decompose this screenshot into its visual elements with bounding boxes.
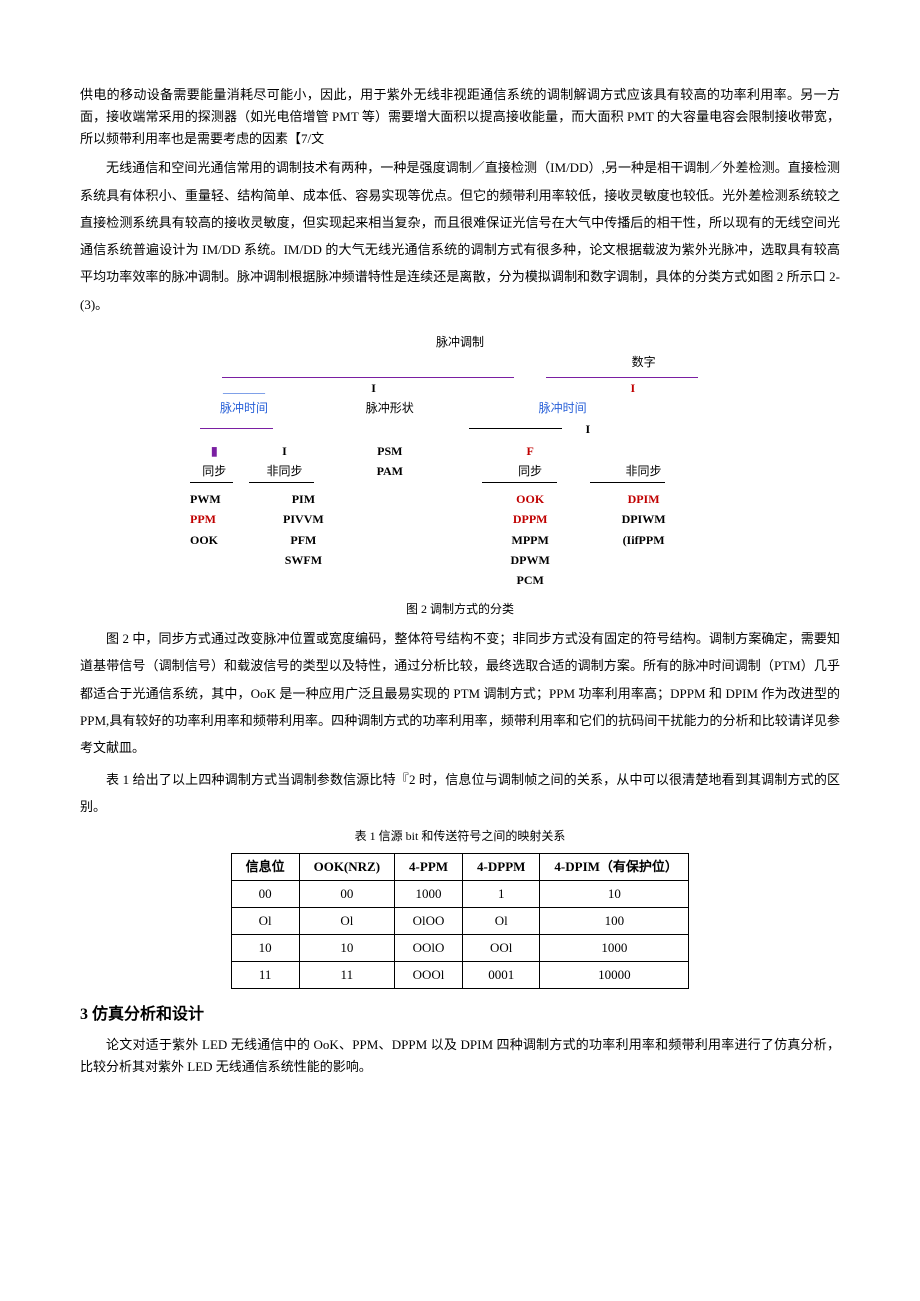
th-1: OOK(NRZ): [299, 853, 394, 880]
table-header-row: 信息位 OOK(NRZ) 4-PPM 4-DPPM 4-DPIM（有保护位）: [231, 853, 689, 880]
table-1-caption: 表 1 信源 bit 和传送符号之间的映射关系: [80, 826, 840, 846]
table-row: OlOlOlOOOl100: [231, 907, 689, 934]
col-right-async: DPIM DPIWM (IifPPM: [579, 489, 709, 550]
psm-label: PSM: [330, 441, 449, 461]
th-2: 4-PPM: [395, 853, 463, 880]
diagram-title: 脉冲调制: [190, 332, 730, 352]
diagram-center-header: 脉冲形状: [298, 398, 482, 418]
paragraph-4: 表 1 给出了以上四种调制方式当调制参数信源比特『2 时，信息位与调制帧之间的关…: [80, 766, 840, 821]
th-4: 4-DPIM（有保护位）: [540, 853, 689, 880]
paragraph-3: 图 2 中，同步方式通过改变脉冲位置或宽度编码，整体符号结构不变；非同步方式没有…: [80, 625, 840, 761]
paragraph-5: 论文对适于紫外 LED 无线通信中的 OoK、PPM、DPPM 以及 DPIM …: [80, 1034, 840, 1078]
table-row: 1010OOlOOOl1000: [231, 934, 689, 961]
th-0: 信息位: [231, 853, 299, 880]
modulation-tree-diagram: 脉冲调制 数字 _______ I I 脉冲时间 脉冲形状 脉冲时间 I ▮ I…: [190, 332, 730, 591]
pam-label: PAM: [330, 461, 449, 481]
col-left-async: PIM PIVVM PFM SWFM: [249, 489, 357, 571]
table-row: 1111OOOl000110000: [231, 961, 689, 988]
col-left-sync: PWM PPM OOK: [190, 489, 249, 550]
diagram-left-header: 脉冲时间: [190, 398, 298, 418]
diagram-right-header: 脉冲时间: [482, 398, 644, 418]
diagram-digital-label: 数字: [557, 352, 730, 372]
async-left: 非同步: [239, 461, 331, 481]
col-right-sync: OOK DPPM MPPM DPWM PCM: [482, 489, 579, 591]
paragraph-2: 无线通信和空间光通信常用的调制技术有两种，一种是强度调制／直接检测（IM/DD）…: [80, 154, 840, 318]
paragraph-1: 供电的移动设备需要能量消耗尽可能小，因此，用于紫外无线非视距通信系统的调制解调方…: [80, 84, 840, 150]
table-row: 00001000110: [231, 880, 689, 907]
sync-right: 同步: [482, 461, 579, 481]
sync-left: 同步: [190, 461, 239, 481]
mapping-table: 信息位 OOK(NRZ) 4-PPM 4-DPPM 4-DPIM（有保护位） 0…: [231, 853, 690, 989]
async-right: 非同步: [579, 461, 709, 481]
th-3: 4-DPPM: [463, 853, 540, 880]
section-3-title: 3 仿真分析和设计: [80, 1001, 840, 1028]
figure-2-caption: 图 2 调制方式的分类: [80, 599, 840, 619]
f-marker: F: [482, 441, 579, 461]
